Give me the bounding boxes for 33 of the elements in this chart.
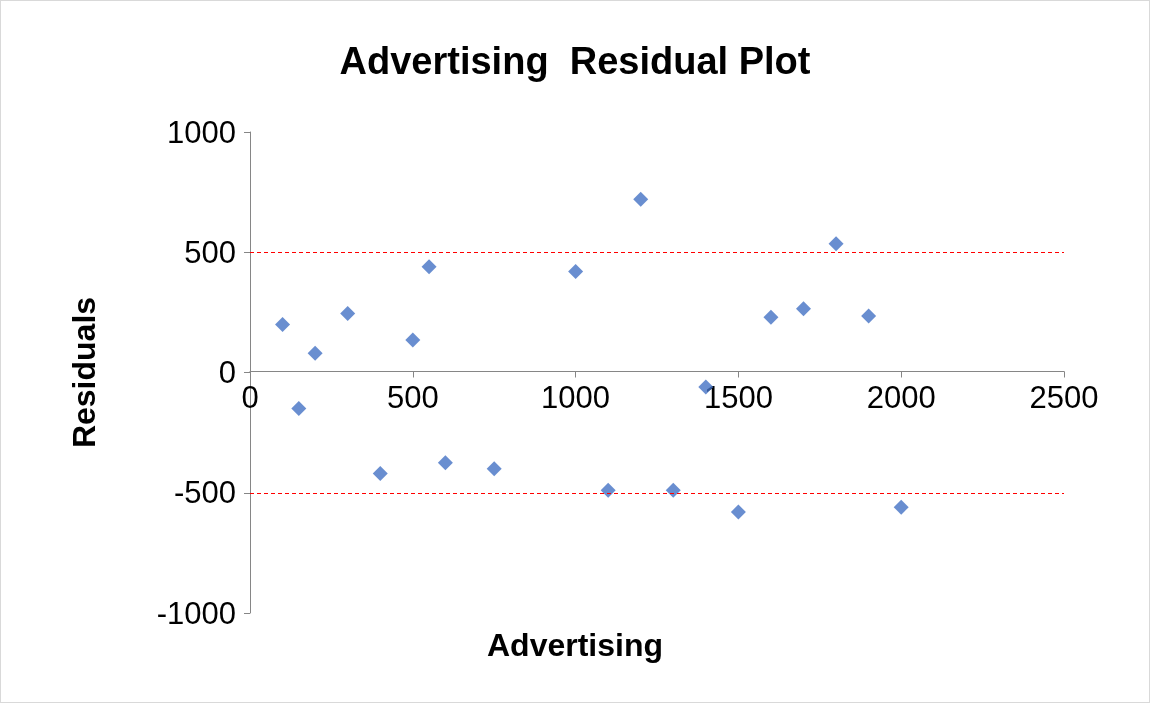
point (340, 306, 356, 322)
point (405, 332, 421, 348)
point (893, 499, 909, 515)
y-tick-label: 1000 (167, 114, 236, 150)
x-tick-label: 2000 (866, 379, 936, 415)
point (291, 401, 307, 417)
point (437, 455, 453, 471)
point (372, 466, 388, 482)
y-tick-label: 0 (218, 355, 236, 390)
point (730, 504, 746, 520)
point (486, 461, 502, 477)
point (796, 301, 812, 317)
x-tick-label: 1000 (541, 379, 611, 415)
point (828, 236, 844, 252)
y-tick-label: 500 (184, 234, 236, 270)
point (307, 345, 323, 361)
y-tick-label: -500 (173, 475, 236, 511)
x-tick-label: 1500 (703, 379, 773, 415)
y-tick-label: -1000 (156, 595, 236, 631)
point (568, 263, 584, 279)
point (275, 316, 291, 332)
point (861, 308, 877, 324)
x-tick-label: 2500 (1029, 379, 1099, 415)
x-axis-title: Advertising (486, 627, 664, 663)
chart-title: Advertising Residual Plot (339, 40, 811, 82)
point (665, 482, 681, 498)
point (421, 259, 437, 275)
point (763, 309, 779, 325)
y-axis-title: Residuals (66, 296, 102, 449)
x-tick-label: 0 (241, 379, 259, 415)
point (633, 191, 649, 207)
x-tick-label: 500 (386, 379, 439, 415)
point (600, 482, 616, 498)
